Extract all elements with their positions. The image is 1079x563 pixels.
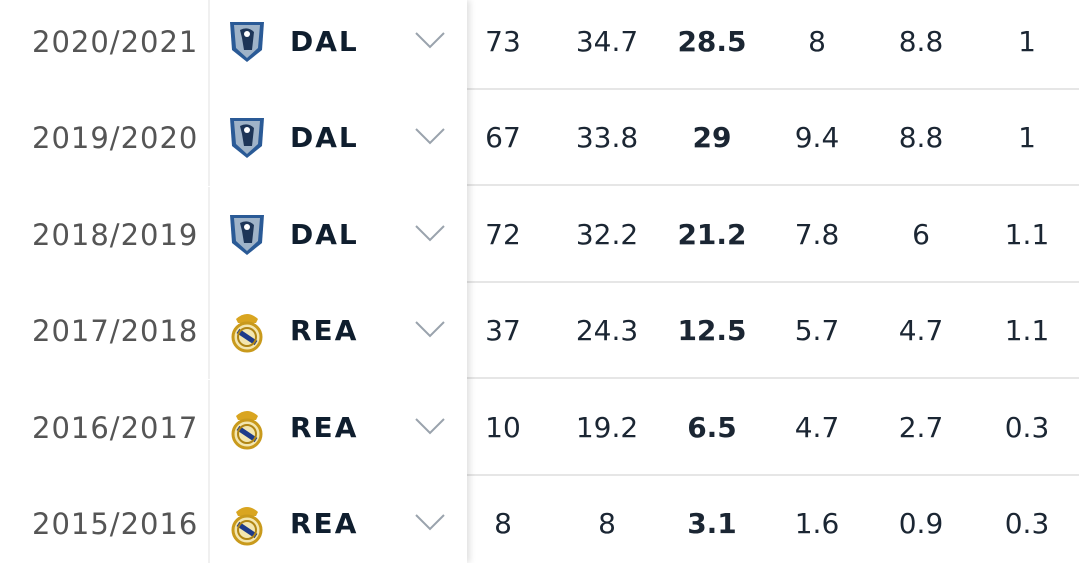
stat-cell: 4.7 bbox=[794, 410, 840, 444]
expand-chevron[interactable] bbox=[414, 126, 446, 146]
stat-cell: 0.9 bbox=[898, 507, 944, 540]
team: DAL bbox=[290, 217, 359, 251]
frozen-column bbox=[0, 0, 467, 563]
team: REA bbox=[290, 507, 359, 540]
team: REA bbox=[290, 314, 359, 348]
stat-cell: 8 bbox=[808, 25, 826, 58]
stat-cell: 5.7 bbox=[794, 314, 840, 348]
divider bbox=[208, 90, 210, 187]
expand-chevron[interactable] bbox=[414, 319, 446, 339]
table-row: 2019/2020 DAL 67 33.8 29 9.4 8.8 1 bbox=[0, 90, 1079, 187]
team: DAL bbox=[290, 25, 359, 58]
divider bbox=[208, 186, 210, 283]
divider bbox=[208, 0, 210, 90]
stat-cell: 8 bbox=[494, 507, 512, 540]
team-logo bbox=[226, 213, 268, 257]
team-logo bbox=[226, 309, 268, 353]
stat-cell: 8.8 bbox=[898, 121, 944, 155]
expand-chevron[interactable] bbox=[414, 416, 446, 436]
stat-cell: 24.3 bbox=[575, 314, 639, 348]
expand-chevron[interactable] bbox=[414, 30, 446, 50]
stat-cell: 29 bbox=[692, 121, 732, 155]
stat-cell: 1.1 bbox=[1004, 217, 1050, 251]
expand-chevron[interactable] bbox=[414, 512, 446, 532]
team: DAL bbox=[290, 121, 359, 155]
stat-cell: 67 bbox=[485, 121, 521, 155]
stat-cell: 0.3 bbox=[1004, 507, 1050, 540]
team: REA bbox=[290, 410, 359, 444]
table-row: 2016/2017 REA 10 19.2 6.5 4.7 2.7 0.3 bbox=[0, 379, 1079, 476]
stat-cell: 1 bbox=[1018, 25, 1036, 58]
team-logo bbox=[226, 116, 268, 160]
stat-cell: 28.5 bbox=[677, 25, 747, 58]
expand-chevron[interactable] bbox=[414, 223, 446, 243]
stat-cell: 8 bbox=[598, 507, 616, 540]
stat-cell: 6.5 bbox=[687, 410, 737, 444]
stat-cell: 73 bbox=[485, 25, 521, 58]
table-row: 2017/2018 REA 37 24.3 12.5 5.7 4.7 1.1 bbox=[0, 283, 1079, 380]
stat-cell: 0.3 bbox=[1004, 410, 1050, 444]
stat-cell: 1.1 bbox=[1004, 314, 1050, 348]
stat-cell: 12.5 bbox=[677, 314, 747, 348]
stat-cell: 8.8 bbox=[898, 25, 944, 58]
table-row: 2020/2021 DAL 73 34.7 28.5 8 8.8 1 bbox=[0, 0, 1079, 90]
season: 2019/2020 bbox=[32, 121, 199, 156]
table-row: 2018/2019 DAL 72 32.2 21.2 7.8 6 1.1 bbox=[0, 186, 1079, 283]
divider bbox=[208, 476, 210, 563]
stat-cell: 32.2 bbox=[575, 217, 639, 251]
stat-cell: 4.7 bbox=[898, 314, 944, 348]
team-logo bbox=[226, 502, 268, 546]
stat-cell: 37 bbox=[485, 314, 521, 348]
season: 2016/2017 bbox=[32, 410, 199, 445]
stat-cell: 7.8 bbox=[794, 217, 840, 251]
season: 2018/2019 bbox=[32, 217, 199, 252]
stat-cell: 1.6 bbox=[794, 507, 840, 540]
divider bbox=[208, 379, 210, 476]
stat-cell: 6 bbox=[912, 217, 930, 251]
team-logo bbox=[226, 406, 268, 450]
stat-cell: 34.7 bbox=[575, 25, 639, 58]
stat-cell: 1 bbox=[1018, 121, 1036, 155]
stat-cell: 3.1 bbox=[687, 507, 737, 540]
season: 2015/2016 bbox=[32, 507, 199, 541]
stat-cell: 9.4 bbox=[794, 121, 840, 155]
stat-cell: 10 bbox=[485, 410, 521, 444]
stat-cell: 2.7 bbox=[898, 410, 944, 444]
stat-cell: 33.8 bbox=[575, 121, 639, 155]
table-row: 2015/2016 REA 8 8 3.1 1.6 0.9 0.3 bbox=[0, 476, 1079, 563]
season: 2017/2018 bbox=[32, 314, 199, 349]
stat-cell: 19.2 bbox=[575, 410, 639, 444]
stat-cell: 72 bbox=[485, 217, 521, 251]
season: 2020/2021 bbox=[32, 25, 199, 59]
team-logo bbox=[226, 20, 268, 64]
stat-cell: 21.2 bbox=[677, 217, 747, 251]
divider bbox=[208, 283, 210, 380]
